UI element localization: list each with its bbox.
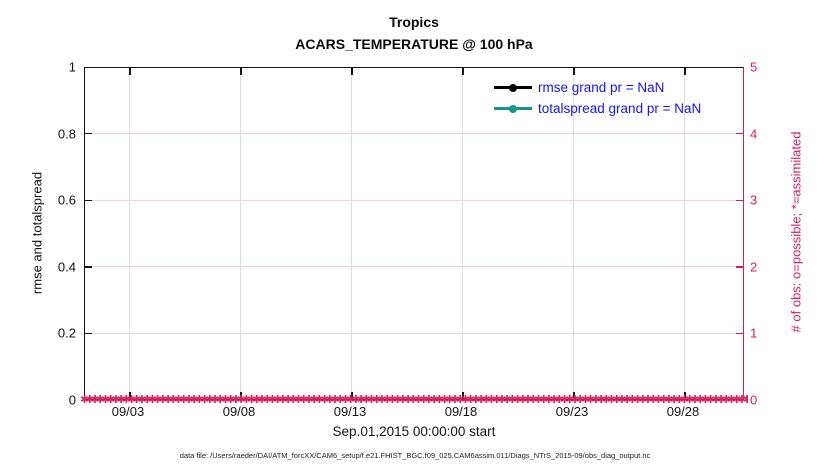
plot-subtitle: ACARS_TEMPERATURE @ 100 hPa xyxy=(295,36,533,52)
legend-item-rmse: rmse grand pr = NaN xyxy=(494,77,701,98)
vertical-gridline xyxy=(129,68,130,399)
x-tick-mark xyxy=(351,392,353,399)
data-file-caption: data file: /Users/raeder/DAI/ATM_forcXX/… xyxy=(179,451,651,460)
x-tick-label: 09/23 xyxy=(555,404,589,419)
vertical-gridline xyxy=(240,68,241,399)
left-y-tick-label: 0.2 xyxy=(57,325,76,341)
right-y-tick-mark xyxy=(736,132,743,135)
right-y-tick-label: 3 xyxy=(750,192,758,208)
plot-area xyxy=(84,67,744,400)
vertical-gridline xyxy=(351,68,352,399)
totalspread-dot-icon xyxy=(509,104,517,113)
vertical-gridline xyxy=(573,68,574,399)
x-tick-mark xyxy=(351,68,353,75)
x-tick-mark xyxy=(684,392,686,399)
right-y-tick-mark xyxy=(736,199,743,202)
vertical-gridline xyxy=(462,68,463,399)
x-tick-mark xyxy=(462,68,464,75)
totalspread-line-marker-icon xyxy=(494,104,532,113)
left-y-tick-mark xyxy=(85,199,92,202)
x-tick-label: 09/28 xyxy=(666,404,700,419)
vertical-gridline xyxy=(684,68,685,399)
x-tick-label: 09/13 xyxy=(333,404,367,419)
x-tick-mark xyxy=(240,68,242,75)
left-y-tick-label: 1 xyxy=(68,59,76,75)
plot-title: Tropics xyxy=(389,14,439,30)
right-y-tick-label: 4 xyxy=(750,126,758,142)
horizontal-gridline xyxy=(85,132,743,134)
x-tick-label: 09/18 xyxy=(444,404,478,419)
x-tick-mark xyxy=(129,392,131,399)
obs-count-marker-band: ✱✱✱✱✱✱✱✱✱✱✱✱✱✱✱✱✱✱✱✱✱✱✱✱✱✱✱✱✱✱✱✱✱✱✱✱✱✱✱✱… xyxy=(80,393,748,406)
legend-item-totalspread: totalspread grand pr = NaN xyxy=(494,98,701,119)
right-y-axis-label: # of obs: o=possible; *=assimilated xyxy=(788,131,804,333)
right-y-tick-mark xyxy=(736,332,743,335)
horizontal-gridline xyxy=(85,266,743,268)
right-y-tick-mark xyxy=(736,266,743,268)
legend-label-totalspread: totalspread grand pr = NaN xyxy=(538,101,702,116)
left-y-tick-label: 0.4 xyxy=(57,259,76,275)
left-y-tick-mark xyxy=(85,132,92,135)
horizontal-gridline xyxy=(85,332,743,334)
horizontal-gridline xyxy=(85,199,743,201)
legend-label-rmse: rmse grand pr = NaN xyxy=(538,80,665,95)
right-y-tick-label: 0 xyxy=(750,392,758,408)
left-y-tick-label: 0.6 xyxy=(57,192,76,208)
right-y-tick-label: 1 xyxy=(750,325,758,341)
left-y-axis-label: rmse and totalspread xyxy=(29,171,45,295)
x-tick-label: 09/03 xyxy=(111,404,145,419)
x-tick-mark xyxy=(129,68,131,75)
rmse-dot-icon xyxy=(509,83,517,92)
x-tick-label: 09/08 xyxy=(222,404,256,419)
x-tick-mark xyxy=(240,392,242,399)
right-y-tick-label: 5 xyxy=(750,59,758,75)
x-tick-mark xyxy=(573,392,575,399)
left-y-tick-label: 0 xyxy=(68,392,76,408)
left-y-tick-label: 0.8 xyxy=(57,126,76,142)
legend: rmse grand pr = NaN totalspread grand pr… xyxy=(494,77,701,119)
right-y-tick-label: 2 xyxy=(750,259,758,275)
left-y-tick-mark xyxy=(85,266,92,268)
x-tick-mark xyxy=(462,392,464,399)
x-axis-label: Sep.01,2015 00:00:00 start xyxy=(332,424,496,439)
left-y-tick-mark xyxy=(85,332,92,335)
x-tick-mark xyxy=(573,68,575,75)
x-tick-mark xyxy=(684,68,686,75)
rmse-line-marker-icon xyxy=(494,83,532,92)
